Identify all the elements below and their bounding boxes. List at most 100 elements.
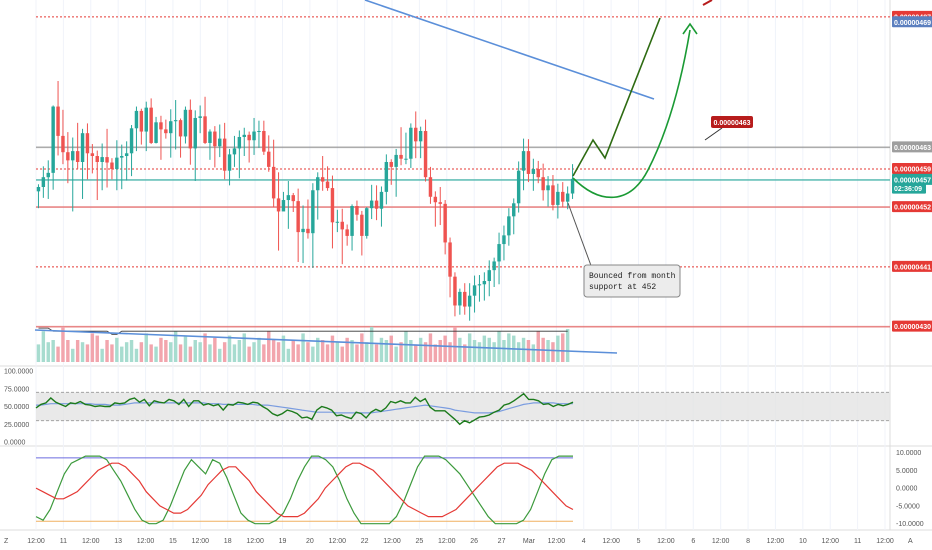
volume-bar: [222, 342, 227, 362]
rsi-tick-label: 0.0000: [4, 440, 26, 447]
volume-bar: [345, 337, 349, 362]
rsi-ma-line: [36, 402, 573, 414]
candle-body: [90, 153, 95, 157]
candle-body: [242, 134, 246, 137]
volume-bar: [188, 346, 193, 362]
volume-bar: [232, 344, 237, 362]
volume-bar: [414, 344, 418, 362]
volume-bar: [149, 344, 153, 362]
volume-bar: [325, 344, 330, 362]
candle-body: [203, 116, 207, 143]
candle-body: [453, 276, 457, 306]
volume-bar: [536, 331, 540, 362]
candle-body: [463, 291, 467, 307]
candle-body: [561, 191, 565, 202]
volume-bar: [115, 337, 119, 362]
stoch-d-line: [35, 462, 574, 518]
candle-body: [394, 154, 398, 167]
time-tick-label: 5: [637, 538, 641, 545]
rsi-panel: 100.0000 75.0000 50.0000 25.0000 0.0000: [4, 369, 890, 447]
candle-body: [71, 151, 75, 161]
volume-bar: [56, 346, 60, 362]
volume-bar: [516, 342, 521, 362]
volume-bar: [360, 333, 364, 362]
candle-body: [570, 178, 575, 194]
time-tick-label: 20: [306, 538, 314, 545]
projection-arrowhead-green: [682, 22, 698, 35]
volume-bar: [183, 335, 188, 362]
candle-body: [237, 136, 242, 149]
volume-bar: [134, 348, 139, 362]
volume-bar: [526, 340, 531, 362]
candle-body: [193, 117, 197, 149]
candle-body: [536, 169, 540, 178]
volume-bar: [124, 342, 129, 362]
volume-bar: [404, 331, 408, 362]
price-tag-label: 0.00000452: [894, 205, 931, 212]
price-tag-label: 0.00000463: [894, 145, 931, 152]
volume-bar: [193, 340, 197, 362]
price-tag-label: 0.00000430: [894, 324, 931, 331]
volume-bar: [316, 337, 320, 362]
volume-bar: [330, 335, 335, 362]
volume-bar: [120, 346, 124, 362]
projection-path-green-curve[interactable]: [572, 29, 691, 199]
candle-body: [497, 244, 501, 262]
stoch-tick-label: 10.0000: [896, 450, 921, 457]
candle-body: [247, 134, 251, 141]
volume-bar: [296, 344, 300, 362]
stoch-tick-label: -10.0000: [896, 521, 924, 528]
volume-bar: [286, 348, 291, 362]
price-tag-label: 0.00000457: [894, 177, 931, 184]
candle-body: [399, 154, 403, 159]
candle-body: [267, 151, 271, 167]
volume-bar: [335, 342, 340, 362]
candle-body: [75, 151, 80, 162]
volume-bar: [237, 340, 242, 362]
volume-bar: [252, 342, 256, 362]
volume-bar: [173, 331, 178, 362]
candle-body: [173, 120, 178, 122]
candle-body: [374, 200, 379, 209]
candle-body: [360, 214, 364, 236]
volume-bar: [556, 335, 560, 362]
volume-bar: [443, 335, 447, 362]
time-tick-label: 15: [169, 538, 177, 545]
zoom-button[interactable]: Z: [4, 538, 9, 545]
candle-body: [144, 107, 148, 132]
volume-bar: [100, 348, 104, 362]
rsi-tick-label: 50.0000: [4, 404, 29, 411]
volume-bar: [41, 331, 46, 362]
candle-body: [472, 285, 477, 296]
annotation-callout[interactable]: Bounced from month support at 452: [567, 202, 681, 298]
volume-bar: [379, 337, 384, 362]
price-tag-box: [892, 320, 932, 332]
candle-body: [291, 195, 295, 202]
volume-bar: [487, 337, 491, 362]
candle-body: [521, 151, 526, 171]
volume-bar: [144, 333, 148, 362]
candle-body: [61, 135, 65, 153]
volume-bar: [448, 342, 452, 362]
auto-scale-button[interactable]: A: [908, 538, 913, 545]
annotation-line: Bounced from month: [589, 272, 676, 281]
volume-trendline[interactable]: [34, 329, 618, 354]
grid-lines: [35, 0, 886, 530]
candle-body: [286, 195, 291, 201]
price-callout[interactable]: 0.00000463: [704, 116, 753, 141]
candle-body: [85, 133, 90, 154]
candle-body: [418, 131, 423, 142]
candle-body: [257, 131, 261, 133]
projection-path-dark-green[interactable]: [572, 17, 661, 177]
candle-body: [95, 156, 99, 162]
volume-bar: [247, 346, 251, 362]
candle-body: [296, 201, 300, 233]
rsi-tick-label: 75.0000: [4, 386, 29, 393]
volume-bar: [551, 342, 555, 362]
candle-body: [316, 177, 320, 191]
upper-trendline[interactable]: [364, 0, 655, 100]
volume-bar: [61, 326, 65, 362]
volume-bar: [438, 340, 442, 362]
volume-bar: [227, 335, 232, 362]
